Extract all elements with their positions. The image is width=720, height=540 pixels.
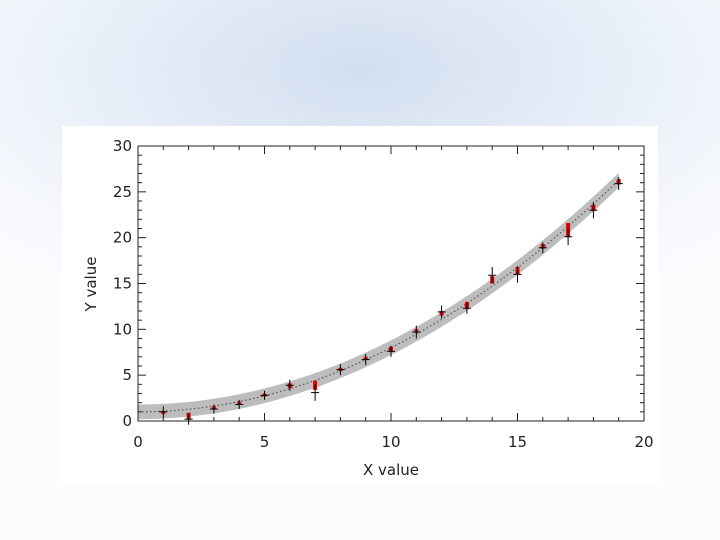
y-tick-label: 5: [122, 366, 132, 384]
x-axis-title: X value: [363, 461, 419, 479]
figure-panel: 0 5 10 15 20 0 5 10 15 20 25 30 X value Y value: [62, 126, 658, 482]
axes: [137, 145, 645, 422]
red-marker-layer: [161, 179, 621, 420]
x-tick-label: 0: [133, 433, 143, 451]
x-tick-label: 5: [260, 433, 270, 451]
fit-band: [138, 172, 619, 420]
y-axis-title: Y value: [82, 257, 100, 313]
y-tick-label: 0: [122, 412, 132, 430]
fit-line-layer: [138, 179, 620, 413]
x-tick-label: 20: [634, 433, 653, 451]
axes-frame: [137, 145, 645, 422]
y-tick-label: 30: [113, 137, 132, 155]
x-tick-label: 10: [381, 433, 400, 451]
fit-line: [138, 179, 620, 413]
y-tick-label: 15: [113, 275, 132, 293]
y-tick-label: 10: [113, 320, 132, 338]
x-tick-label: 15: [508, 433, 527, 451]
tick-labels: 0 5 10 15 20 0 5 10 15 20 25 30: [113, 137, 654, 451]
y-tick-label: 25: [113, 183, 132, 201]
fit-band-layer: [138, 172, 619, 420]
y-tick-label: 20: [113, 229, 132, 247]
scatter-chart: 0 5 10 15 20 0 5 10 15 20 25 30 X value Y value: [82, 137, 654, 479]
data-points-layer: [159, 177, 623, 425]
